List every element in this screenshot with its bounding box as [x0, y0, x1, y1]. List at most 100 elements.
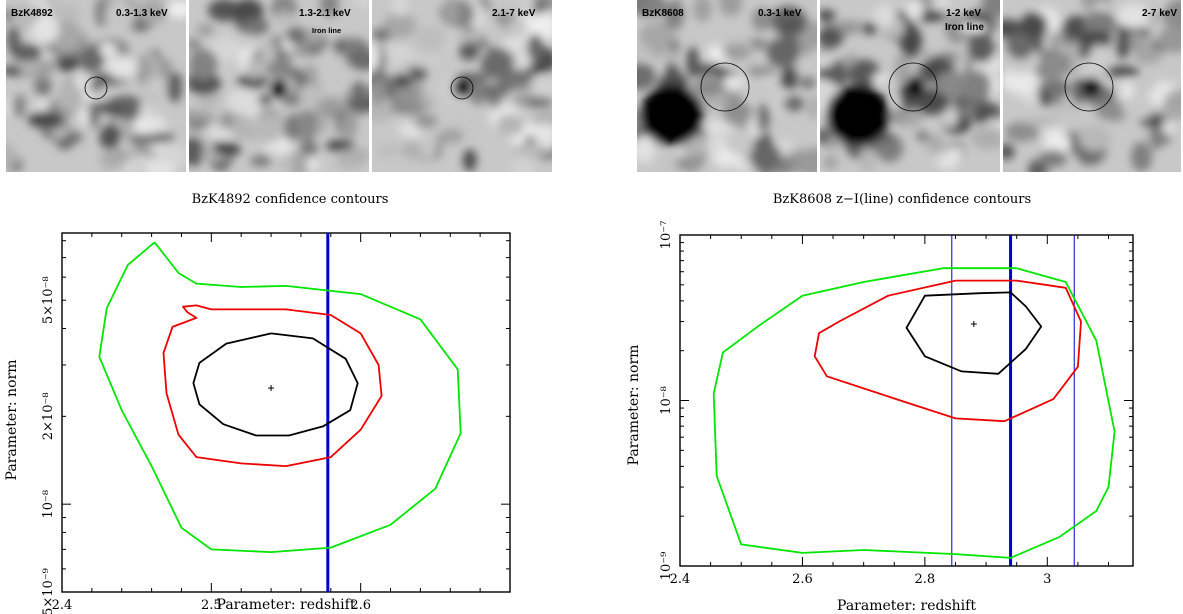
plot-frame	[61, 232, 511, 593]
noise-blob	[1164, 89, 1181, 114]
noise-blob	[1153, 58, 1181, 83]
noise-blob	[944, 14, 969, 45]
noise-blob	[439, 128, 464, 144]
noise-blob	[837, 21, 857, 35]
noise-blob	[722, 99, 752, 127]
y-axis-label: Parameter: norm	[626, 345, 642, 466]
y-tick-label: 5×10⁻⁸	[41, 276, 56, 324]
noise-blob	[100, 154, 128, 169]
noise-blob	[27, 110, 64, 129]
xray-image	[820, 0, 1000, 172]
noise-blob	[667, 38, 681, 55]
noise-blob	[164, 0, 186, 18]
noise-blob	[798, 77, 817, 89]
bzk4892-panel-1: BzK4892 0.3-1.3 keV	[6, 0, 186, 172]
noise-blob	[906, 0, 923, 21]
noise-blob	[79, 46, 104, 73]
noise-blob	[642, 0, 669, 17]
noise-blob	[1046, 53, 1062, 81]
noise-blob	[513, 143, 549, 156]
bzk8608-panel-1: BzK8608 0.3-1 keV	[637, 0, 817, 172]
energy-band-label: 1-2 keV	[946, 8, 982, 19]
noise-blob	[250, 155, 272, 167]
noise-blob	[663, 0, 685, 30]
noise-blob	[104, 1, 135, 29]
noise-blob	[1039, 149, 1068, 168]
extraction-circle	[1064, 62, 1114, 112]
noise-blob	[462, 149, 477, 172]
noise-blob	[959, 22, 988, 34]
noise-blob	[392, 0, 408, 17]
noise-blob	[420, 127, 437, 160]
contour-outer	[98, 241, 462, 553]
noise-blob	[63, 131, 84, 143]
noise-blob	[766, 38, 794, 68]
noise-blob	[1162, 0, 1181, 31]
contour-middle	[162, 304, 383, 468]
noise-blob	[1078, 126, 1112, 152]
noise-blob	[273, 12, 297, 26]
noise-blob	[189, 136, 205, 167]
best-fit-marker	[970, 320, 977, 327]
xray-image	[372, 0, 552, 172]
noise-blob	[372, 28, 391, 42]
noise-blob	[95, 0, 108, 27]
noise-blob	[506, 19, 528, 36]
x-tick-label: 2.6	[792, 572, 813, 587]
contour-inner	[905, 291, 1043, 375]
noise-blob	[746, 65, 776, 77]
noise-blob	[214, 142, 242, 157]
x-tick-label: 2.4	[670, 572, 691, 587]
xray-image	[6, 0, 186, 172]
noise-blob	[414, 25, 449, 51]
source-label: BzK4892	[11, 8, 53, 19]
extraction-circle	[888, 62, 938, 112]
noise-blob	[894, 53, 912, 86]
noise-blob	[289, 150, 309, 172]
contour-chart-1: 2.4 2.5 2.6 5×10⁻⁹ 10⁻⁸ 2×10⁻⁸ 5×10⁻⁸ Parameter…	[4, 232, 511, 614]
bzk4892-panel-3: 2.1-7 keV	[372, 0, 552, 172]
noise-blob	[443, 0, 459, 27]
noise-blob	[637, 63, 657, 90]
noise-blob	[779, 18, 804, 33]
noise-blob	[932, 0, 950, 10]
noise-blob	[346, 94, 369, 113]
noise-blob	[189, 48, 219, 81]
noise-blob	[1020, 11, 1048, 40]
noise-blob	[51, 3, 82, 25]
noise-blob	[97, 102, 123, 115]
noise-blob	[722, 43, 752, 60]
xray-image	[189, 0, 369, 172]
noise-blob	[232, 113, 251, 142]
noise-blob	[166, 72, 184, 103]
noise-blob	[298, 83, 324, 107]
noise-blob	[1130, 141, 1153, 172]
noise-blob	[156, 58, 174, 84]
x-tick-label: 2.6	[350, 598, 371, 613]
noise-blob	[936, 70, 969, 98]
noise-blob	[1116, 3, 1150, 29]
noise-blob	[1157, 26, 1181, 54]
x-tick-label: 2.4	[52, 598, 73, 613]
noise-blob	[340, 112, 358, 139]
noise-blob	[325, 139, 355, 152]
noise-blob	[372, 42, 380, 71]
noise-blob	[34, 77, 52, 96]
noise-blob	[751, 7, 773, 32]
noise-blob	[779, 66, 798, 90]
xray-image	[637, 0, 817, 172]
noise-blob	[189, 120, 208, 131]
x-axis-label: Parameter: redshift	[837, 598, 976, 614]
noise-blob	[382, 12, 416, 39]
x-tick-label: 3	[1043, 572, 1051, 587]
noise-blob	[407, 56, 442, 68]
energy-band-label: 2.1-7 keV	[492, 8, 536, 19]
iron-line-label: Iron line	[312, 26, 342, 35]
source-blob	[453, 79, 471, 97]
source-blob	[91, 83, 101, 93]
noise-blob	[823, 155, 839, 170]
noise-blob	[1004, 121, 1040, 142]
noise-blob	[98, 122, 122, 150]
noise-blob	[317, 96, 344, 116]
